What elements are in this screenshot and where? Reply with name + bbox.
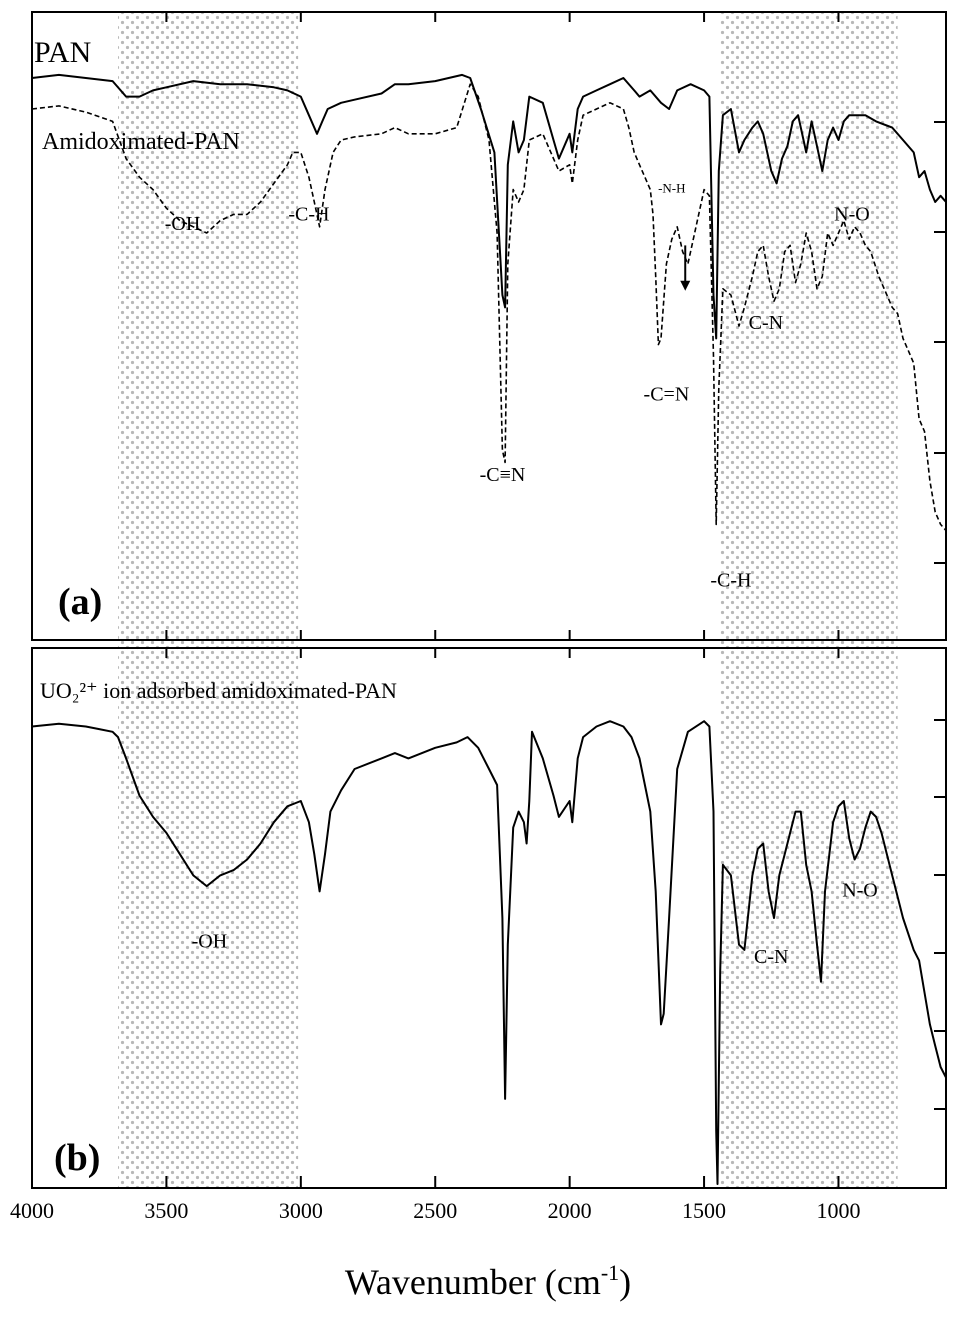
peak-annotation-b-1: -OH (192, 930, 228, 952)
peak-annotation-a-5: -C=N (644, 383, 690, 405)
x-axis-label-close: ) (619, 1262, 631, 1302)
arrow-head (680, 280, 691, 291)
panel-b-annotations: -OH C-N N-O (192, 880, 878, 969)
x-tick-label-2000: 2000 (548, 1198, 592, 1223)
x-axis-label-superscript: -1 (601, 1260, 619, 1285)
peak-annotation-b-2: C-N (754, 946, 788, 968)
series-line-a-1 (31, 73, 947, 340)
panel-letter-b: (b) (54, 1137, 100, 1179)
x-tick-label-1500: 1500 (682, 1198, 726, 1223)
x-tick-label-1000: 1000 (816, 1198, 860, 1223)
panel-b: -OH C-N N-O UO₂²⁺ ion adsorbed amidoximate… (31, 678, 947, 1185)
panel-letter-a: (a) (58, 581, 102, 623)
peak-annotation-a-4: -N-H (658, 181, 685, 196)
x-tick-label-3500: 3500 (144, 1198, 188, 1223)
peak-annotation-a-2: -C-H (288, 204, 329, 226)
plot-frame-a (31, 11, 947, 641)
x-axis-ticks: 4000 3500 3000 2500 2000 1500 1000 (10, 12, 860, 1223)
peak-annotation-a-7: C-N (749, 312, 783, 334)
plot-frames (31, 11, 947, 1189)
x-tick-label-4000: 4000 (10, 1198, 54, 1223)
panel-a-series (31, 73, 947, 532)
x-axis-label: Wavenumber (cm-1) (345, 1260, 631, 1302)
shaded-region-2 (720, 12, 898, 1188)
series-label-pan: PAN (34, 36, 91, 69)
plot-frame-b (31, 647, 947, 1189)
shaded-region-1 (118, 12, 299, 1188)
peak-annotation-a-1: -OH (165, 213, 201, 235)
panel-a: -OH -C-H -C≡N -N-H -C=N -C-H C-N N-O PAN Amidox… (31, 36, 947, 623)
peak-annotation-a-8: N-O (834, 204, 870, 226)
series-label-uo2-adsorbed: UO₂²⁺ ion adsorbed amidoximated-PAN (40, 678, 397, 703)
shaded-regions (118, 12, 898, 1188)
series-line-a-2 (31, 83, 947, 532)
x-tick-label-2500: 2500 (413, 1198, 457, 1223)
series-label-amidoximated-pan: Amidoximated-PAN (42, 129, 240, 155)
x-tick-label-3000: 3000 (279, 1198, 323, 1223)
peak-annotation-a-3: -C≡N (480, 464, 526, 486)
peak-annotation-a-6: -C-H (710, 569, 751, 591)
panel-b-series (31, 720, 947, 1185)
panel-a-annotations: -OH -C-H -C≡N -N-H -C=N -C-H C-N N-O (165, 181, 870, 592)
series-line-b-1 (31, 720, 947, 1185)
peak-annotation-b-3: N-O (842, 880, 878, 902)
